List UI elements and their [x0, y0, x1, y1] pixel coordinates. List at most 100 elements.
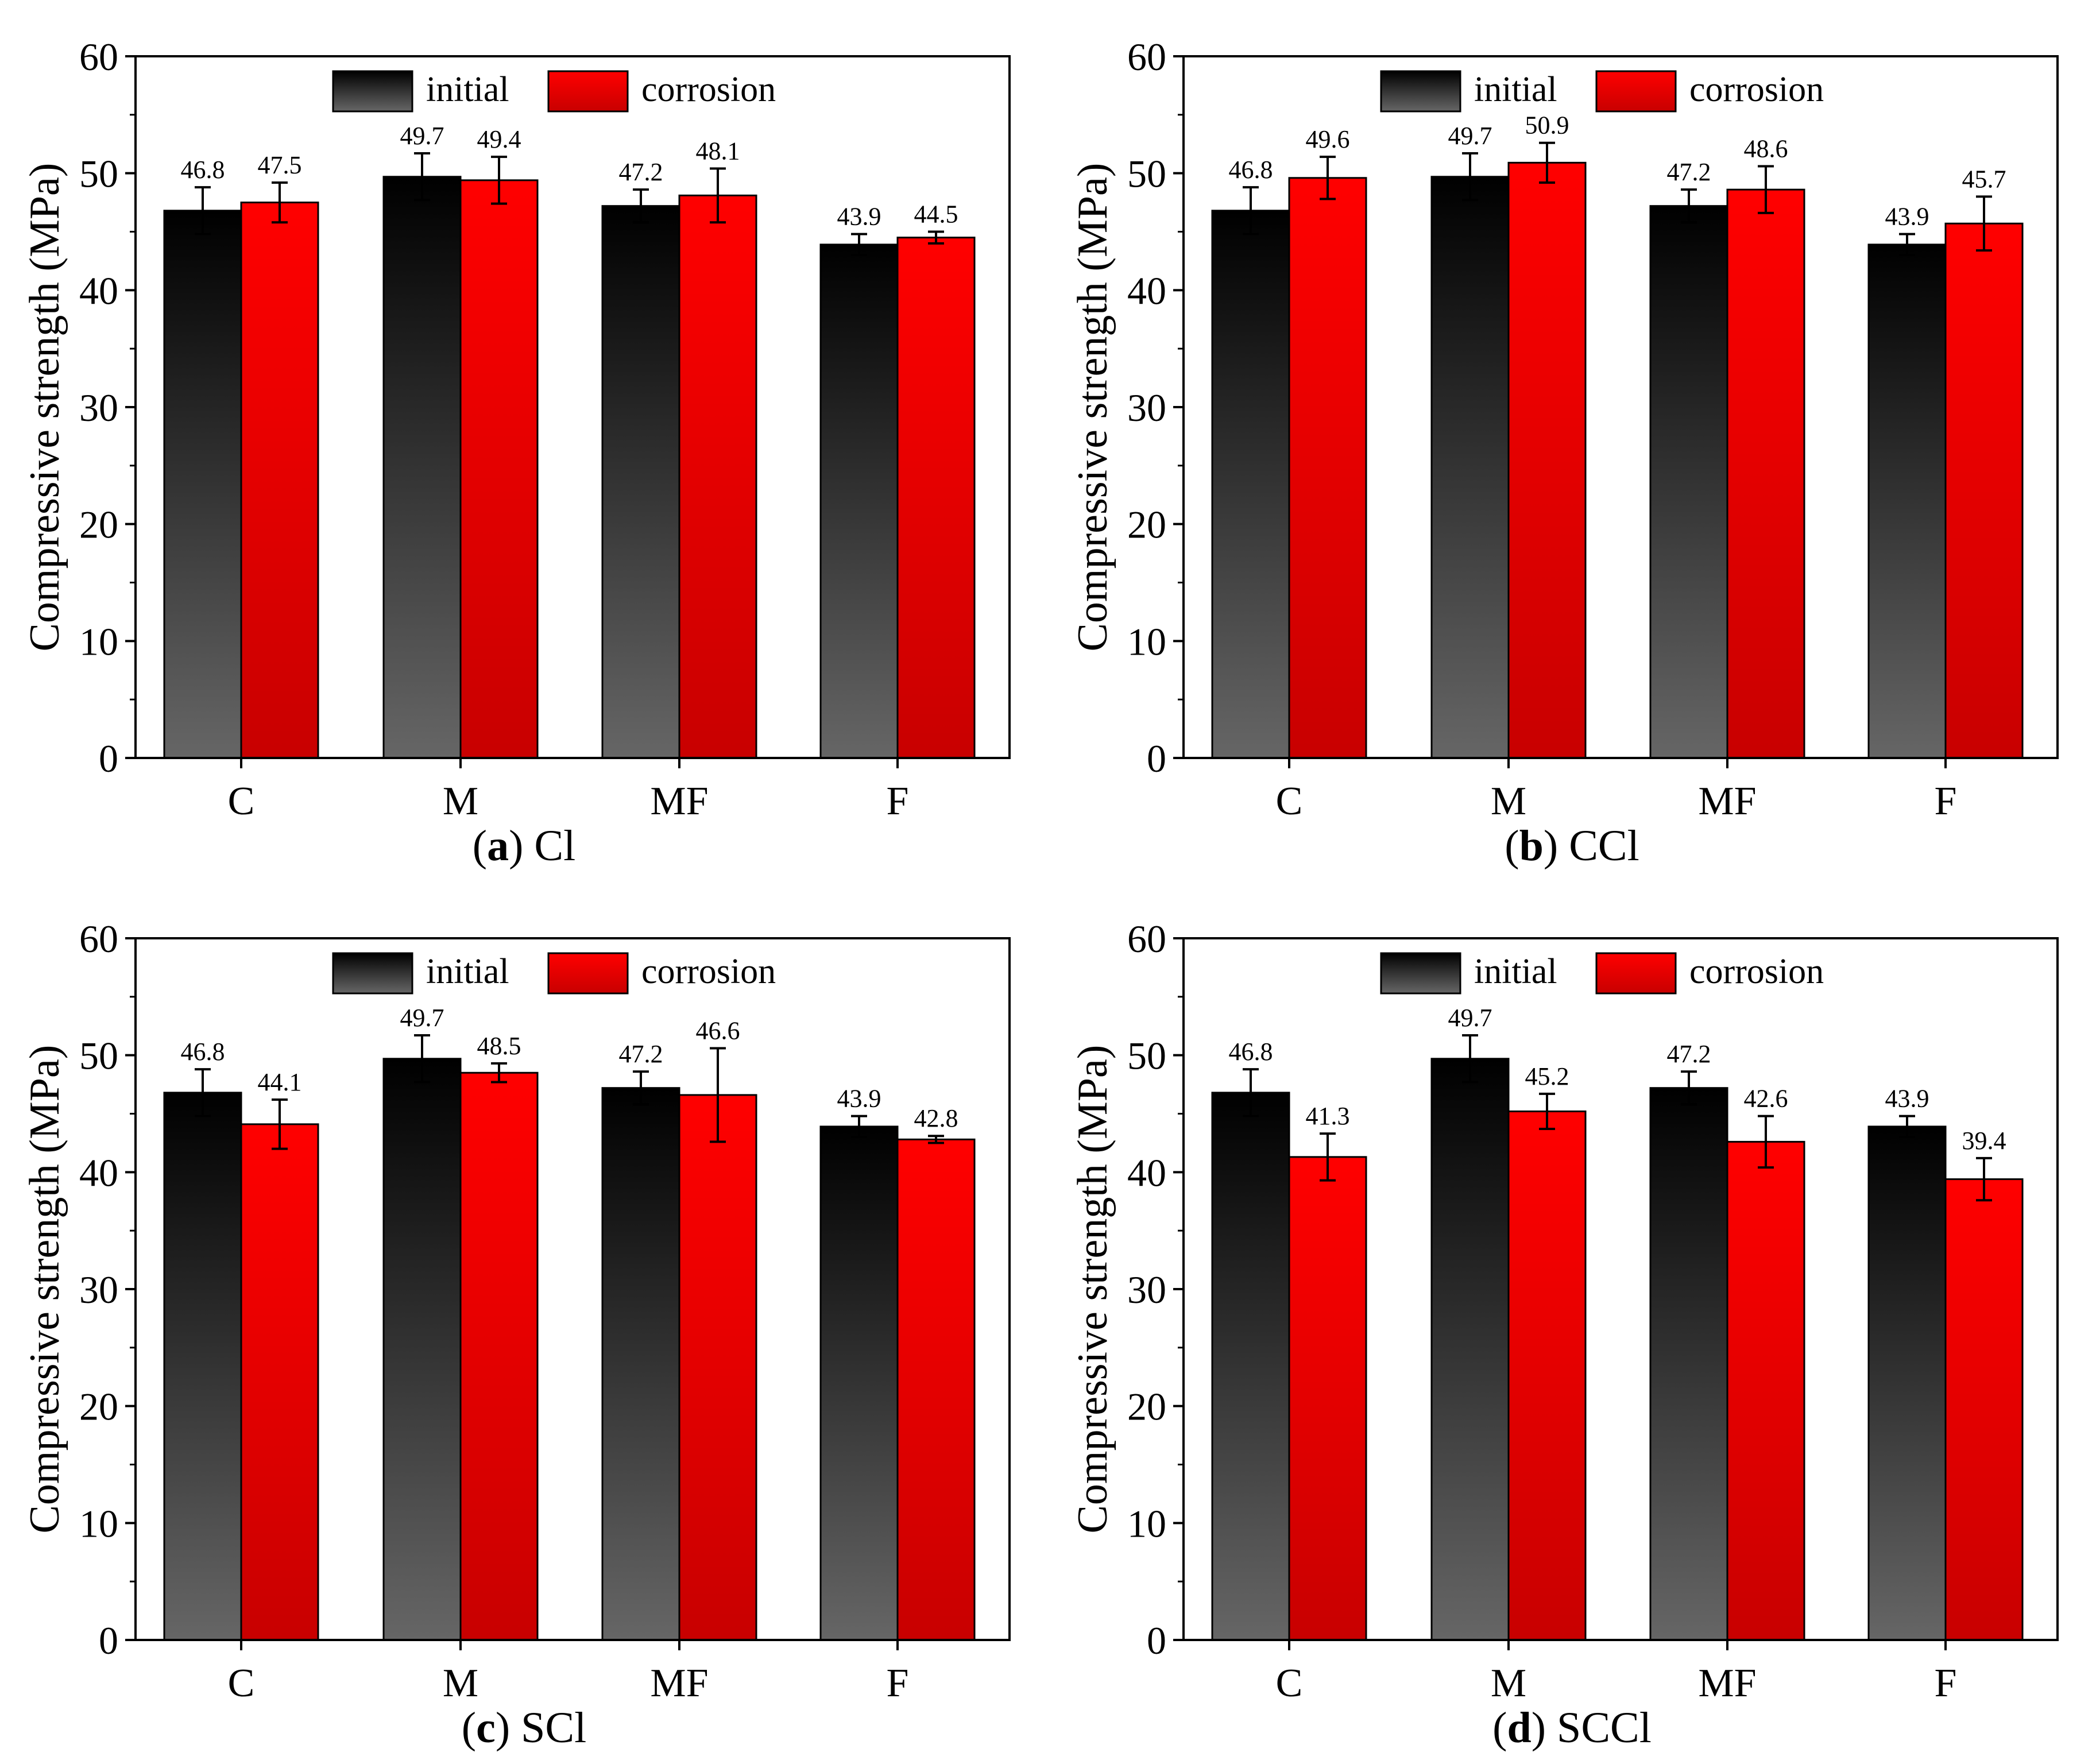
y-tick-label: 10	[1127, 620, 1166, 663]
value-label-corrosion-M: 49.4	[477, 125, 521, 153]
y-tick-label: 30	[79, 386, 118, 430]
value-label-corrosion-C: 41.3	[1306, 1102, 1350, 1130]
legend-swatch-corrosion	[547, 952, 629, 995]
panel-a: 46.8 49.7 47.2 43.9 47.5 49.4 48.1 44.5 0 10 20 30 4…	[0, 0, 1048, 882]
y-tick-label: 20	[1127, 1385, 1166, 1429]
value-label-initial-F: 43.9	[837, 1085, 881, 1113]
y-tick-label: 0	[99, 737, 118, 780]
value-label-corrosion-M: 48.5	[477, 1032, 521, 1060]
value-label-initial-M: 49.7	[400, 1004, 444, 1032]
x-tick-label-M: M	[1491, 779, 1526, 823]
panel-b: 46.8 49.7 47.2 43.9 49.6 50.9 48.6 45.7 0 10 20 30 4…	[1048, 0, 2096, 882]
bar-initial-M	[1430, 176, 1510, 759]
value-label-initial-F: 43.9	[1885, 1085, 1929, 1113]
bar-initial-MF	[1649, 1087, 1728, 1641]
bar-initial-C	[1211, 210, 1290, 759]
y-tick-label: 50	[79, 152, 118, 196]
bar-corrosion-F	[1944, 1178, 2024, 1641]
bar-corrosion-MF	[1726, 1140, 1805, 1641]
legend-swatch-corrosion	[1595, 70, 1677, 113]
y-tick-label: 30	[79, 1268, 118, 1312]
value-label-corrosion-MF: 46.6	[696, 1016, 740, 1045]
value-label-corrosion-F: 42.8	[914, 1104, 958, 1132]
legend-label-corrosion: corrosion	[1689, 70, 1824, 109]
value-label-initial-C: 46.8	[1229, 156, 1273, 184]
x-tick-label-M: M	[1491, 1661, 1526, 1705]
x-tick-label-MF: MF	[650, 1661, 708, 1705]
caption-text: ) Cl	[509, 822, 576, 870]
bar-corrosion-C	[1288, 177, 1367, 759]
caption-tag: b	[1519, 822, 1544, 870]
value-label-initial-C: 46.8	[1229, 1038, 1273, 1066]
y-tick-label: 60	[79, 35, 118, 79]
bar-initial-F	[819, 1125, 899, 1641]
caption-text: ) SCCl	[1531, 1704, 1652, 1752]
x-tick-label-F: F	[1935, 1661, 1957, 1705]
value-label-corrosion-C: 47.5	[258, 151, 302, 179]
bar-initial-C	[163, 210, 242, 759]
x-tick-label-MF: MF	[1698, 779, 1756, 823]
bar-initial-M	[382, 1058, 462, 1641]
caption-tag: a	[487, 822, 509, 870]
legend-swatch-initial	[1380, 70, 1461, 113]
y-tick-label: 20	[79, 503, 118, 547]
y-tick-label: 50	[79, 1034, 118, 1078]
bar-corrosion-MF	[1726, 188, 1805, 759]
y-tick-label: 10	[79, 1502, 118, 1545]
caption-text: ) SCl	[495, 1704, 587, 1752]
x-tick-label-MF: MF	[650, 779, 708, 823]
bar-corrosion-M	[1507, 161, 1587, 759]
x-tick-label-M: M	[443, 779, 478, 823]
chart-a: 46.8 49.7 47.2 43.9 47.5 49.4 48.1 44.5 0 10 20 30 4…	[21, 35, 1011, 823]
bar-corrosion-C	[240, 1123, 319, 1641]
bar-corrosion-F	[896, 1138, 976, 1641]
legend-label-initial: initial	[426, 70, 509, 109]
bar-initial-MF	[1649, 205, 1728, 759]
bar-initial-F	[1867, 1125, 1947, 1641]
value-label-initial-MF: 47.2	[619, 158, 663, 186]
legend-swatch-initial	[332, 70, 413, 113]
value-label-initial-MF: 47.2	[1667, 158, 1711, 186]
x-tick-label-F: F	[887, 1661, 909, 1705]
x-tick-label-F: F	[1935, 779, 1957, 823]
bar-corrosion-M	[1507, 1110, 1587, 1641]
bar-corrosion-F	[896, 237, 976, 759]
y-tick-label: 20	[1127, 503, 1166, 547]
y-tick-label: 30	[1127, 1268, 1166, 1312]
value-label-corrosion-F: 44.5	[914, 200, 958, 229]
legend-swatch-initial	[1380, 952, 1461, 995]
value-label-corrosion-F: 39.4	[1962, 1127, 2006, 1155]
legend-swatch-initial	[332, 952, 413, 995]
caption-paren-open: (	[1492, 1704, 1507, 1752]
chart-d: 46.8 49.7 47.2 43.9 41.3 45.2 42.6 39.4 0 10 20 30 4…	[1069, 917, 2059, 1705]
y-tick-label: 0	[1147, 737, 1166, 780]
x-tick-label-MF: MF	[1698, 1661, 1756, 1705]
value-label-initial-C: 46.8	[181, 1038, 225, 1066]
value-label-initial-M: 49.7	[1448, 122, 1492, 150]
y-tick-label: 10	[1127, 1502, 1166, 1545]
value-label-initial-C: 46.8	[181, 156, 225, 184]
caption-paren-open: (	[461, 1704, 477, 1752]
legend-label-initial: initial	[1474, 70, 1557, 109]
value-label-initial-MF: 47.2	[1667, 1040, 1711, 1068]
panel-d: 46.8 49.7 47.2 43.9 41.3 45.2 42.6 39.4 0 10 20 30 4…	[1048, 882, 2096, 1764]
caption-tag: c	[476, 1704, 496, 1752]
y-tick-label: 20	[79, 1385, 118, 1429]
value-label-corrosion-C: 44.1	[258, 1068, 302, 1096]
legend-label-corrosion: corrosion	[641, 952, 776, 991]
legend-label-initial: initial	[1474, 952, 1557, 991]
y-tick-label: 10	[79, 620, 118, 663]
y-axis-title: Compressive strength (MPa)	[1069, 163, 1116, 652]
value-label-corrosion-F: 45.7	[1962, 165, 2006, 193]
caption-a: (a) Cl	[0, 821, 1048, 871]
bar-corrosion-C	[240, 202, 319, 759]
y-tick-label: 30	[1127, 386, 1166, 430]
caption-paren-open: (	[1505, 822, 1519, 870]
panel-c: 46.8 49.7 47.2 43.9 44.1 48.5 46.6 42.8 0 10 20 30 4…	[0, 882, 1048, 1764]
value-label-corrosion-C: 49.6	[1306, 125, 1350, 153]
y-tick-label: 40	[1127, 269, 1166, 312]
x-tick-label-C: C	[228, 1661, 255, 1705]
value-label-corrosion-MF: 48.6	[1744, 134, 1788, 163]
y-axis-title: Compressive strength (MPa)	[21, 163, 68, 652]
y-tick-label: 60	[79, 917, 118, 961]
